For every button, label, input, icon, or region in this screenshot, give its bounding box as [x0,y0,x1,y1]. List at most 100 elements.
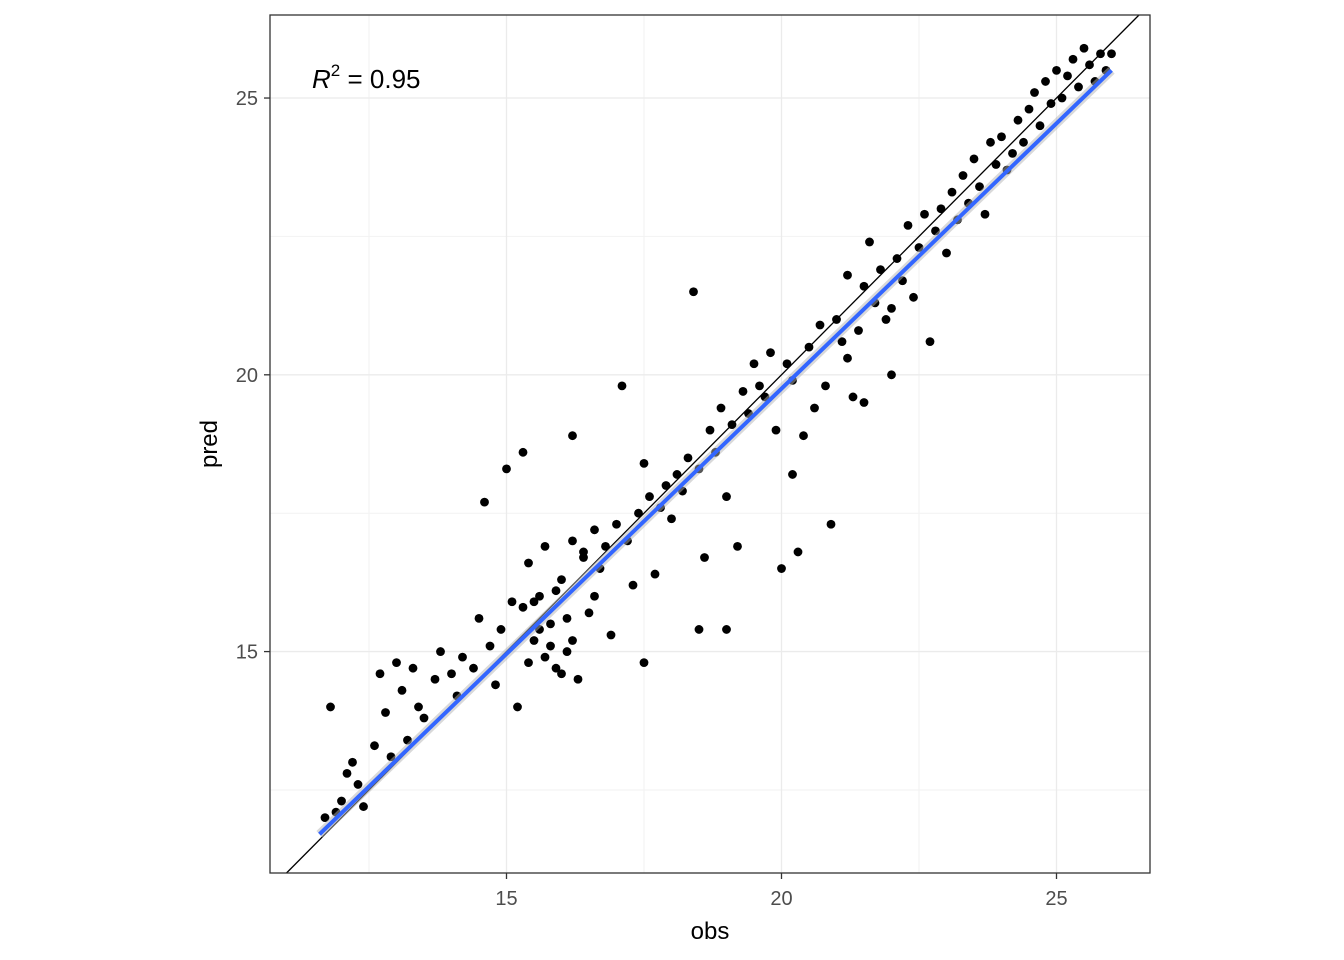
data-point-135 [1085,60,1094,70]
data-point-25 [480,497,489,507]
data-point-49 [612,519,621,529]
data-point-56 [650,569,660,579]
data-point-152 [546,641,555,651]
data-point-124 [1024,104,1034,114]
data-point-108 [936,204,946,214]
data-point-119 [997,132,1006,142]
data-point-105 [920,209,929,219]
data-point-115 [975,182,984,192]
data-point-44 [584,608,594,618]
data-point-53 [634,508,643,518]
data-point-78 [771,425,781,435]
data-point-145 [859,398,869,407]
data-point-17 [419,713,429,723]
data-point-65 [700,553,709,562]
data-point-129 [1052,65,1061,75]
data-point-19 [436,647,445,656]
data-point-82 [793,547,803,557]
data-point-122 [1013,115,1023,125]
data-point-34 [529,636,539,645]
data-point-149 [579,553,588,562]
x-tick-label-1: 20 [770,888,792,910]
data-point-106 [925,337,935,346]
y-axis-title: pred [196,420,223,468]
data-point-68 [716,403,726,413]
y-axis-ticks: 15 20 25 [236,88,270,664]
data-point-127 [1041,77,1050,86]
data-point-36 [540,542,550,551]
data-point-31 [513,702,522,712]
data-point-38 [551,663,561,673]
data-point-24 [474,613,484,623]
data-point-71 [733,542,742,551]
data-point-66 [705,425,715,435]
data-point-139 [1107,49,1116,59]
data-point-89 [832,315,841,324]
data-point-55 [645,492,654,501]
r-squared-annotation: R2 = 0.95 [312,61,420,94]
data-point-27 [491,680,500,690]
data-point-116 [980,209,990,219]
data-point-23 [469,663,478,673]
data-point-63 [689,287,698,297]
data-point-117 [986,137,995,147]
data-point-28 [496,625,506,634]
data-point-132 [1068,54,1078,64]
annotation-base: R [312,64,331,94]
data-point-148 [843,353,852,363]
data-point-151 [540,652,550,662]
data-point-147 [788,470,797,479]
data-point-153 [557,669,566,679]
data-point-8 [370,741,379,751]
data-point-59 [667,514,676,524]
data-point-92 [848,392,858,402]
data-point-54 [639,458,649,468]
data-point-72 [738,387,748,396]
data-point-48 [606,630,616,640]
data-point-4 [342,768,352,778]
data-point-156 [551,586,561,596]
data-point-98 [881,315,891,324]
data-point-97 [876,265,885,275]
data-point-62 [683,453,693,463]
data-point-85 [810,403,819,413]
data-point-143 [694,625,704,634]
data-point-140 [518,447,528,457]
data-point-100 [892,254,902,263]
data-point-102 [903,220,913,230]
data-point-95 [865,237,874,247]
data-point-70 [727,420,737,430]
data-point-3 [337,796,346,806]
data-point-77 [766,348,775,358]
data-point-87 [821,381,830,391]
x-tick-label-2: 25 [1045,888,1067,910]
fit-line [318,68,1113,836]
data-point-80 [782,359,792,369]
data-point-1 [326,702,335,712]
data-point-126 [1035,121,1045,131]
plot-panel-border [269,14,1151,874]
grid-minor [270,15,1150,873]
x-tick-label-0: 15 [495,888,517,910]
data-point-137 [1096,49,1105,59]
data-point-121 [1008,148,1017,158]
data-point-50 [617,381,627,391]
data-point-42 [573,674,583,684]
data-point-91 [843,270,852,280]
data-point-47 [601,542,610,551]
data-point-29 [502,464,511,474]
data-point-16 [414,702,423,712]
data-point-0 [320,813,330,823]
data-point-40 [562,647,572,656]
data-point-52 [628,580,638,590]
data-point-10 [381,708,390,717]
data-point-134 [1079,43,1089,53]
data-point-84 [804,342,814,352]
data-point-9 [375,669,385,679]
data-point-146 [887,303,896,313]
x-axis-ticks: 15 20 25 [495,873,1068,910]
data-point-74 [749,359,759,369]
data-point-94 [859,281,869,291]
data-point-103 [909,292,918,302]
